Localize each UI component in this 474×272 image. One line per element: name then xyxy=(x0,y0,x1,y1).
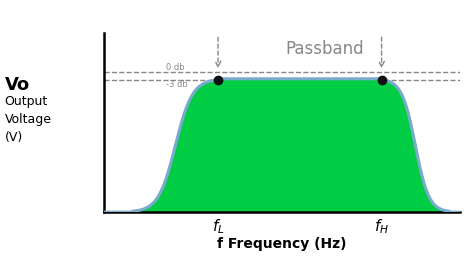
Text: Output
Voltage
(V): Output Voltage (V) xyxy=(5,95,52,144)
Text: -3 db: -3 db xyxy=(166,80,188,89)
Text: Passband: Passband xyxy=(285,40,364,58)
Text: $f_H$: $f_H$ xyxy=(374,217,389,236)
Text: Vo: Vo xyxy=(5,76,30,94)
Text: $f_L$: $f_L$ xyxy=(212,217,224,236)
Text: 0 db: 0 db xyxy=(166,63,185,72)
X-axis label: f Frequency (Hz): f Frequency (Hz) xyxy=(217,237,347,251)
